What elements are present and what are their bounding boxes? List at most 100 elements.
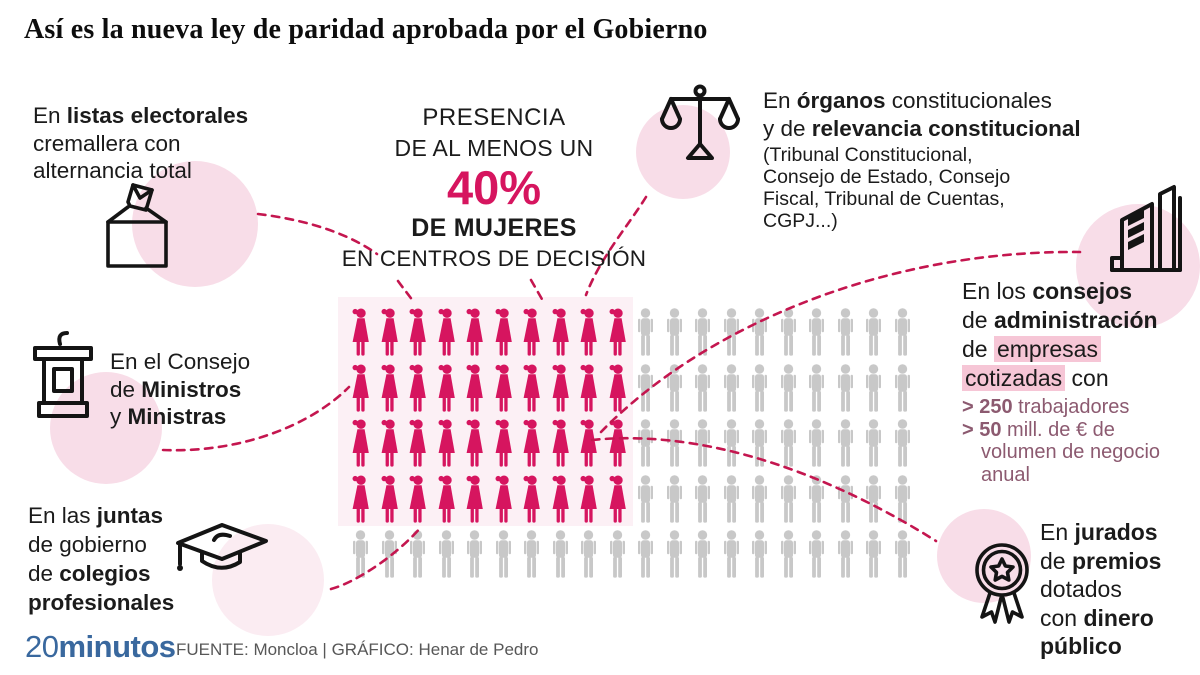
woman-pictogram [352,308,369,356]
award-medal-icon [975,543,1029,624]
item-electoral-lists: En listas electorales cremallera con alt… [33,103,249,183]
woman-pictogram [580,308,597,356]
woman-pictogram [352,475,369,523]
woman-pictogram [466,419,483,467]
woman-pictogram [523,419,540,467]
item-listed-companies-boards: En los consejos de administración de emp… [962,278,1158,391]
graduation-cap-icon [176,523,268,571]
man-pictogram [809,530,824,578]
man-pictogram [524,530,539,578]
woman-pictogram [381,364,398,412]
man-pictogram [866,530,881,578]
podium-icon [33,331,93,418]
center-statement: PRESENCIA DE AL MENOS UN 40% DE MUJERES … [333,102,655,273]
woman-pictogram [552,475,569,523]
woman-pictogram [580,419,597,467]
man-pictogram [695,363,710,412]
woman-pictogram [466,475,483,523]
man-pictogram [638,530,653,578]
man-pictogram [837,419,853,467]
woman-pictogram [495,419,512,467]
man-pictogram [581,530,596,578]
man-pictogram [695,308,710,356]
man-pictogram [809,308,824,356]
item-constitutional-bodies: En órganos constitucionales y de relevan… [763,88,1081,232]
man-pictogram [638,474,653,523]
man-pictogram [780,419,796,467]
man-pictogram [410,530,425,578]
man-pictogram [837,474,853,523]
woman-pictogram [552,419,569,467]
woman-pictogram [438,364,455,412]
percentage-value: 40% [446,161,542,214]
woman-pictogram [552,364,569,412]
pale-circle-scales [636,105,730,199]
page-title: Así es la nueva ley de paridad aprobada … [24,14,708,45]
man-pictogram [752,419,767,467]
buildings-icon [1110,185,1182,272]
ballot-box-icon [106,183,168,268]
publisher-logo: 20minutos [25,629,176,664]
item-professional-colleges: En las juntas de gobierno de colegios pr… [28,503,175,615]
man-pictogram [666,419,682,467]
man-pictogram [780,363,796,412]
man-pictogram [866,419,881,467]
woman-pictogram [609,419,626,467]
man-pictogram [666,363,682,412]
woman-pictogram [409,308,426,356]
woman-pictogram [466,308,483,356]
woman-pictogram [580,475,597,523]
woman-pictogram [580,364,597,412]
man-pictogram [837,530,853,578]
man-pictogram [695,474,710,523]
woman-pictogram [466,364,483,412]
man-pictogram [780,308,796,356]
man-pictogram [609,530,625,578]
man-pictogram [467,530,482,578]
man-pictogram [809,419,824,467]
man-pictogram [723,419,739,467]
man-pictogram [894,308,910,356]
man-pictogram [837,363,853,412]
woman-pictogram [495,475,512,523]
man-pictogram [723,474,739,523]
man-pictogram [809,474,824,523]
company-thresholds: > 250 trabajadores > 50 mill. de € de vo… [962,396,1161,486]
man-pictogram [552,530,568,578]
woman-pictogram [609,364,626,412]
woman-pictogram [409,419,426,467]
center-line-3: DE MUJERES [411,214,577,242]
man-pictogram [894,530,910,578]
man-pictogram [894,363,910,412]
man-pictogram [866,308,881,356]
man-pictogram [638,419,653,467]
woman-pictogram [609,475,626,523]
man-pictogram [723,530,739,578]
item-council-ministers: En el Consejo de Ministros y Ministras [110,349,251,429]
pictogram-grid [350,308,950,588]
woman-pictogram [381,475,398,523]
man-pictogram [780,530,796,578]
woman-pictogram [495,308,512,356]
woman-pictogram [409,364,426,412]
man-pictogram [666,530,682,578]
woman-pictogram [381,308,398,356]
woman-pictogram [609,308,626,356]
man-pictogram [866,363,881,412]
center-line-1: PRESENCIA [422,104,566,131]
woman-pictogram [495,364,512,412]
man-pictogram [752,474,767,523]
man-pictogram [695,530,710,578]
man-pictogram [495,530,511,578]
man-pictogram [638,308,653,356]
man-pictogram [666,308,682,356]
scales-icon [660,84,740,160]
man-pictogram [894,474,910,523]
man-pictogram [353,530,368,578]
man-pictogram [752,308,767,356]
man-pictogram [752,363,767,412]
woman-pictogram [352,419,369,467]
man-pictogram [438,530,454,578]
pale-circle-cap [212,524,324,636]
